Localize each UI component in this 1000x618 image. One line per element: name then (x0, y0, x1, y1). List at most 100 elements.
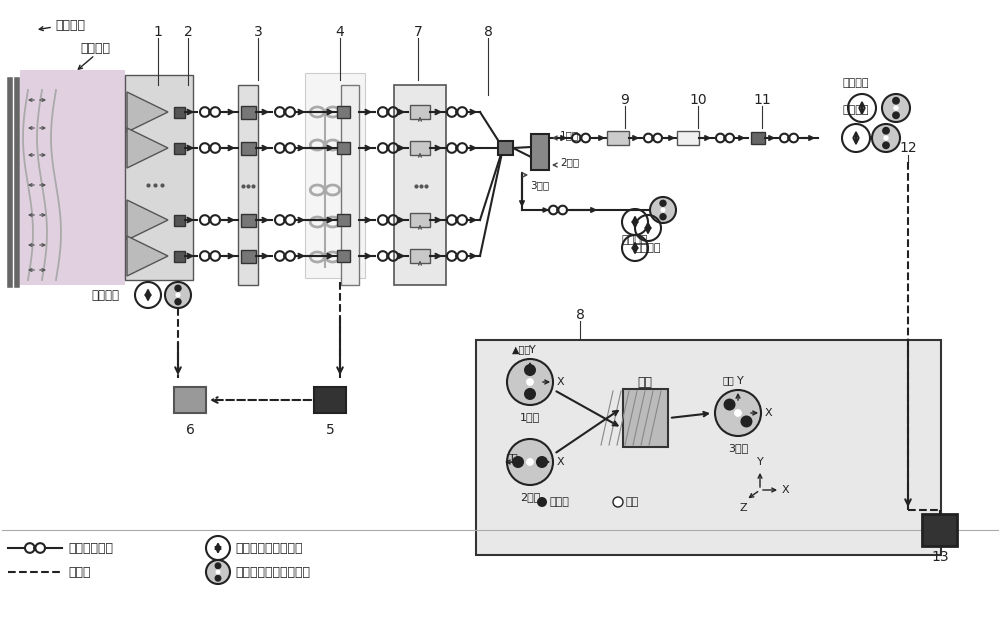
Circle shape (165, 282, 191, 308)
Text: 3: 3 (254, 25, 262, 39)
Circle shape (175, 298, 181, 305)
Bar (410, 213, 430, 227)
Text: X: X (557, 457, 565, 467)
Circle shape (507, 439, 553, 485)
Text: 1: 1 (154, 25, 162, 39)
Text: 8: 8 (484, 25, 492, 39)
Text: 3端口: 3端口 (530, 180, 549, 190)
Text: 9: 9 (621, 93, 629, 107)
Circle shape (527, 459, 533, 465)
Text: 8: 8 (576, 308, 584, 322)
Bar (174, 214, 185, 226)
Circle shape (893, 112, 899, 119)
Circle shape (883, 142, 889, 148)
Polygon shape (127, 236, 168, 276)
Text: 大气湍流: 大气湍流 (55, 19, 85, 32)
Text: 晶体: 晶体 (638, 376, 652, 389)
Bar (174, 387, 206, 413)
Circle shape (513, 457, 523, 467)
Text: 4: 4 (336, 25, 344, 39)
Bar (531, 134, 549, 170)
Circle shape (741, 416, 752, 427)
Circle shape (883, 127, 889, 134)
Text: Y: Y (529, 345, 535, 355)
Circle shape (215, 575, 221, 581)
Circle shape (872, 124, 900, 152)
Bar (622, 389, 668, 447)
Bar (241, 250, 256, 263)
Text: 13: 13 (931, 550, 949, 564)
Text: 线偏振光的偏振方向: 线偏振光的偏振方向 (235, 541, 303, 554)
Text: 10: 10 (689, 93, 707, 107)
Circle shape (715, 390, 761, 436)
Bar (125, 75, 193, 280)
Text: 11: 11 (753, 93, 771, 107)
Bar (410, 249, 430, 263)
Circle shape (216, 570, 220, 574)
Bar (607, 131, 629, 145)
Bar (241, 142, 256, 154)
Circle shape (613, 497, 623, 507)
Text: 3端口: 3端口 (728, 443, 748, 453)
Bar (305, 73, 365, 278)
Bar (174, 143, 185, 153)
Text: 1端口: 1端口 (520, 412, 540, 422)
Text: 慢轴: 慢轴 (722, 375, 734, 385)
Circle shape (884, 136, 888, 140)
Text: 接收光束: 接收光束 (843, 78, 869, 88)
Polygon shape (127, 92, 168, 132)
Text: 7: 7 (414, 25, 422, 39)
Bar (751, 132, 765, 144)
Bar (241, 106, 256, 119)
Text: Y: Y (757, 457, 763, 467)
Circle shape (537, 497, 547, 507)
Text: Y: Y (737, 376, 743, 386)
Text: 12: 12 (899, 141, 917, 155)
Text: 发射光束: 发射光束 (622, 235, 648, 245)
Text: 保偏光纤端面慢轴方向: 保偏光纤端面慢轴方向 (235, 565, 310, 578)
Text: 发射光束: 发射光束 (635, 243, 661, 253)
Text: 接收光束: 接收光束 (843, 105, 869, 115)
Bar (476, 340, 941, 555)
Bar (677, 131, 699, 145)
Bar (20, 70, 125, 285)
Text: Z: Z (739, 503, 747, 513)
Circle shape (893, 98, 899, 104)
Bar (337, 106, 350, 118)
Bar (314, 387, 346, 413)
Bar (410, 141, 430, 155)
Bar (337, 142, 350, 154)
Bar (922, 514, 957, 546)
Circle shape (206, 560, 230, 584)
Circle shape (525, 389, 535, 399)
Circle shape (735, 410, 741, 416)
Text: 慢轴: 慢轴 (506, 452, 518, 462)
Circle shape (537, 457, 547, 467)
Circle shape (176, 293, 180, 297)
Bar (337, 214, 350, 226)
Text: 6: 6 (186, 423, 194, 437)
Bar (337, 250, 350, 262)
Circle shape (507, 359, 553, 405)
Text: 电　路: 电 路 (68, 565, 91, 578)
Text: 5: 5 (326, 423, 334, 437)
Bar (174, 106, 185, 117)
Text: 畸变波前: 畸变波前 (80, 41, 110, 54)
Text: X: X (557, 377, 565, 387)
Bar (341, 85, 359, 285)
Text: 应力柱: 应力柱 (550, 497, 570, 507)
Text: 保偏光纤光路: 保偏光纤光路 (68, 541, 113, 554)
Circle shape (894, 106, 898, 110)
Text: 平面波前: 平面波前 (91, 289, 119, 302)
Text: X: X (782, 485, 790, 495)
Text: 2: 2 (184, 25, 192, 39)
Bar (238, 85, 258, 285)
Circle shape (660, 200, 666, 206)
Circle shape (882, 94, 910, 122)
Bar (410, 105, 430, 119)
Polygon shape (127, 128, 168, 168)
Text: 2端口: 2端口 (560, 157, 579, 167)
Text: X: X (765, 408, 773, 418)
Circle shape (215, 563, 221, 569)
Text: ▲慢轴: ▲慢轴 (512, 344, 532, 354)
